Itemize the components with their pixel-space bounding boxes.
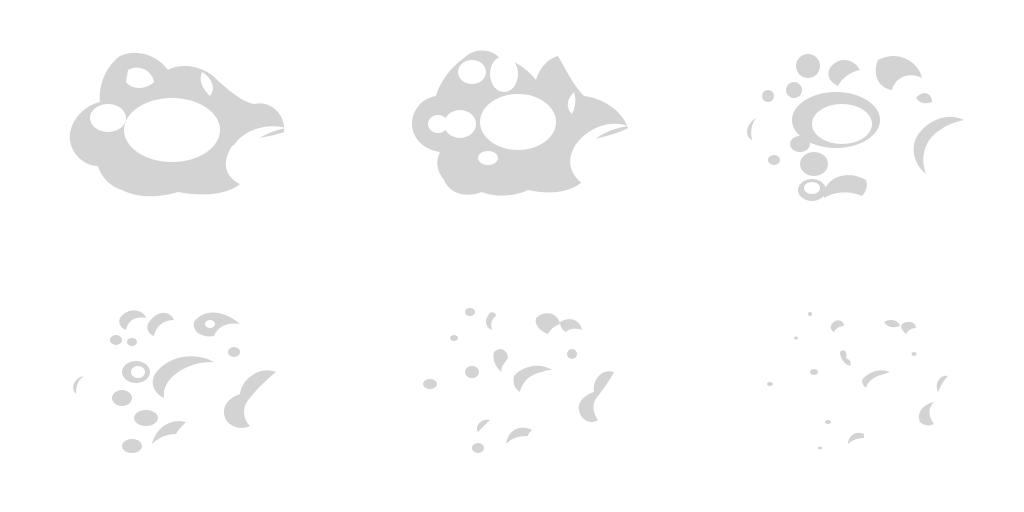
smoke-frame-6: [712, 280, 1012, 500]
smoke-frame-2: [370, 20, 670, 240]
smoke-cloud-icon: [73, 310, 276, 453]
smoke-frame-4: [28, 280, 328, 500]
smoke-cloud-icon: [747, 54, 964, 201]
smoke-frame-1: [28, 20, 328, 240]
smoke-frame-5: [370, 280, 670, 500]
smoke-cloud-icon: [69, 52, 286, 197]
smoke-cloud-icon: [423, 308, 614, 453]
smoke-cloud-icon: [767, 312, 948, 450]
smoke-frame-3: [712, 20, 1012, 240]
smoke-cloud-icon: [412, 50, 628, 196]
